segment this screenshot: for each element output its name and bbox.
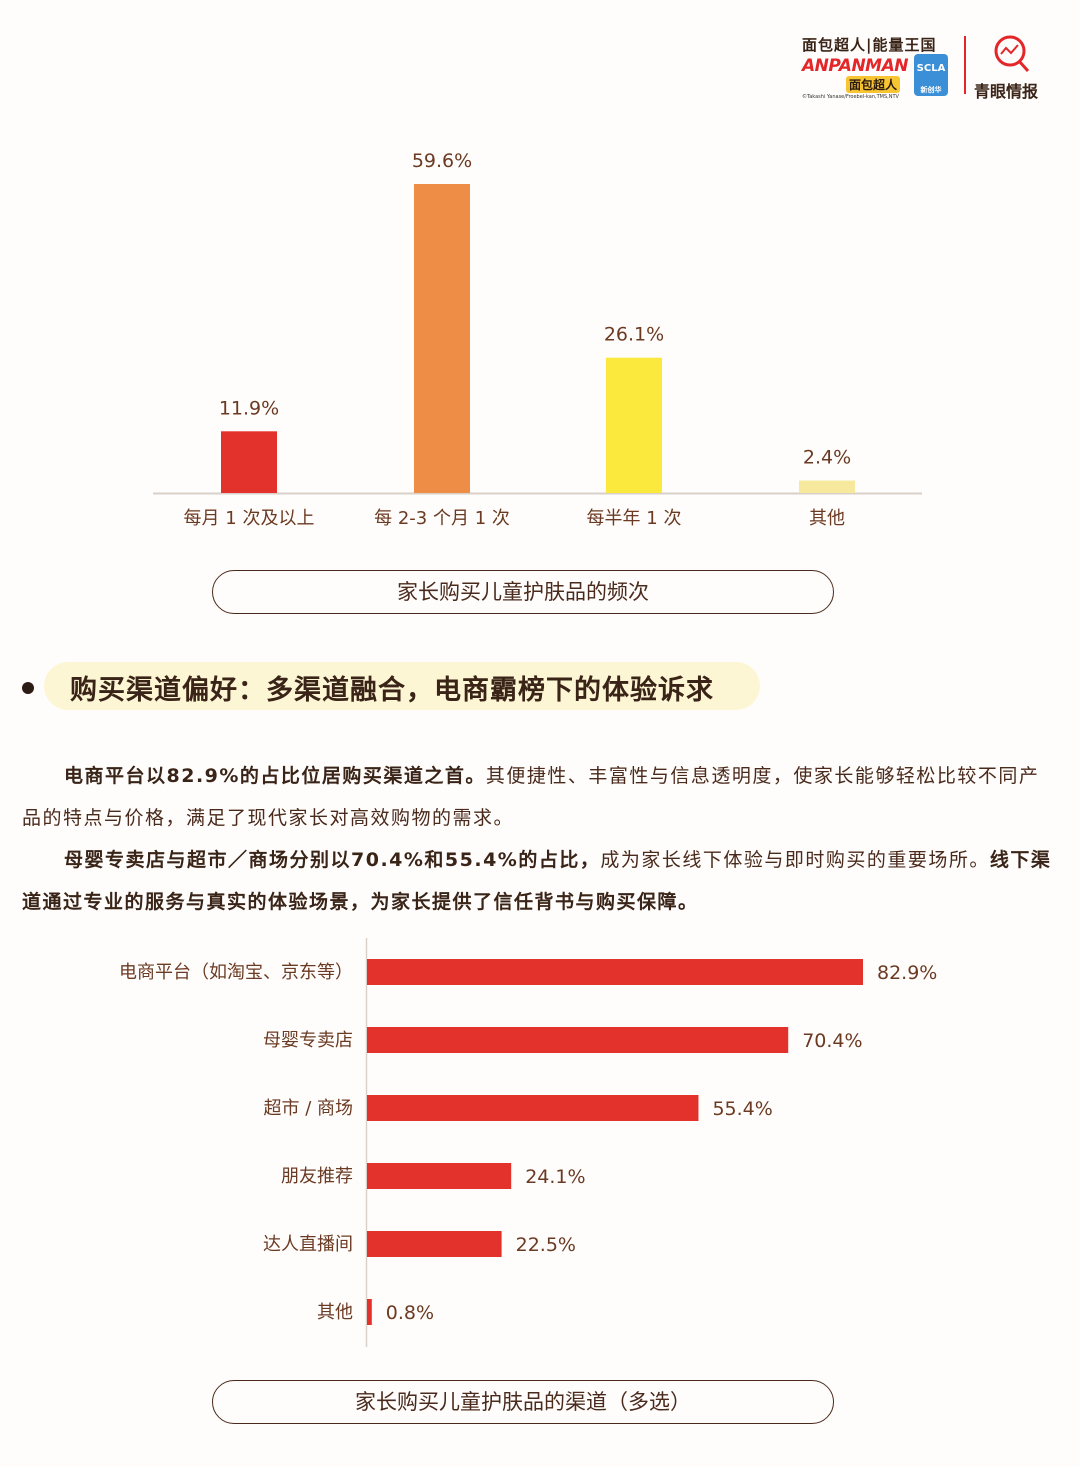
anpanman-cn-logo: 面包超人 [846, 76, 901, 93]
chart1-caption: 家长购买儿童护肤品的频次 [212, 570, 834, 614]
hbar-category-label-2: 母婴专卖店 [263, 1030, 353, 1051]
paragraph-1-text: 其便捷性、丰富性与信息透明度，使家长能够轻松比较不同产品的特点与价格，满足了现代… [22, 765, 1040, 829]
hbar-value-label-3: 55.4% [712, 1098, 772, 1120]
scla-logo-text: SCLA [916, 63, 946, 74]
header-logos: 面包超人|能量王国 ANPANMAN 面包超人 ©Takashi Yanase/… [802, 30, 1062, 110]
hbar-category-label-3: 超市 / 商场 [263, 1098, 353, 1119]
hbar-value-label-5: 22.5% [516, 1234, 576, 1256]
hbar-6 [367, 1299, 372, 1325]
hbar-category-label-5: 达人直播间 [263, 1234, 353, 1255]
paragraph-2-text: 成为家长线下体验与即时购买的重要场所。 [600, 849, 990, 871]
paragraph-2: 母婴专卖店与超市／商场分别以70.4%和55.4%的占比，成为家长线下体验与即时… [22, 839, 1058, 923]
bar-4 [799, 480, 855, 493]
hbar-value-label-4: 24.1% [525, 1166, 585, 1188]
hbar-category-label-1: 电商平台（如淘宝、京东等） [119, 962, 353, 983]
category-label-3: 每半年 1 次 [587, 508, 682, 529]
scla-logo-sub: 新创华 [920, 86, 942, 94]
section-heading-text: 购买渠道偏好：多渠道融合，电商霸榜下的体验诉求 [70, 675, 714, 706]
bar-2 [414, 184, 470, 493]
qingzhi-logo-text: 青眼情报 [974, 82, 1039, 101]
hbar-category-label-4: 朋友推荐 [281, 1166, 353, 1187]
paragraph-2-bold-2: 线下渠道通过专业的服务与真实的体验场景，为家长提供了信任背书与购买保障。 [22, 849, 1052, 913]
hbar-value-label-2: 70.4% [802, 1030, 862, 1052]
magnifier-chart-icon [994, 35, 1030, 73]
data-label-2: 59.6% [412, 150, 472, 172]
bar-1 [221, 431, 277, 493]
hbar-2 [367, 1027, 789, 1053]
data-label-3: 26.1% [604, 324, 664, 346]
paragraph-1-bold: 电商平台以82.9%的占比位居购买渠道之首。 [64, 765, 486, 787]
category-label-4: 其他 [809, 508, 845, 529]
frequency-bar-chart: 11.9% 每月 1 次及以上 59.6% 每 2-3 个月 1 次 26.1% 每半年 … [153, 150, 922, 529]
copyright-text: ©Takashi Yanase/Froebel-kan,TMS,NTV [802, 94, 899, 100]
hbar-value-label-6: 0.8% [386, 1302, 434, 1324]
hbar-5 [367, 1231, 502, 1257]
scla-logo: SCLA 新创华 [914, 54, 948, 96]
data-label-4: 2.4% [803, 447, 851, 469]
category-label-2: 每 2-3 个月 1 次 [374, 508, 510, 529]
paragraph-1: 电商平台以82.9%的占比位居购买渠道之首。其便捷性、丰富性与信息透明度，使家长… [22, 755, 1058, 839]
logo-divider [964, 36, 966, 94]
category-label-1: 每月 1 次及以上 [184, 508, 315, 529]
bullet-icon [22, 682, 34, 694]
hbar-3 [367, 1095, 699, 1121]
hbar-1 [367, 959, 863, 985]
hbar-category-label-6: 其他 [317, 1302, 353, 1323]
anpanman-logo: ANPANMAN [802, 56, 908, 76]
chart2-caption: 家长购买儿童护肤品的渠道（多选） [212, 1380, 834, 1424]
hbar-value-label-1: 82.9% [877, 962, 937, 984]
hbar-4 [367, 1163, 512, 1189]
data-label-1: 11.9% [219, 397, 279, 419]
anpanman-energy-kingdom-logo: 面包超人|能量王国 [802, 36, 937, 54]
bar-3 [606, 357, 662, 493]
heading-highlight [44, 662, 760, 710]
paragraph-2-bold-1: 母婴专卖店与超市／商场分别以70.4%和55.4%的占比， [64, 849, 601, 871]
